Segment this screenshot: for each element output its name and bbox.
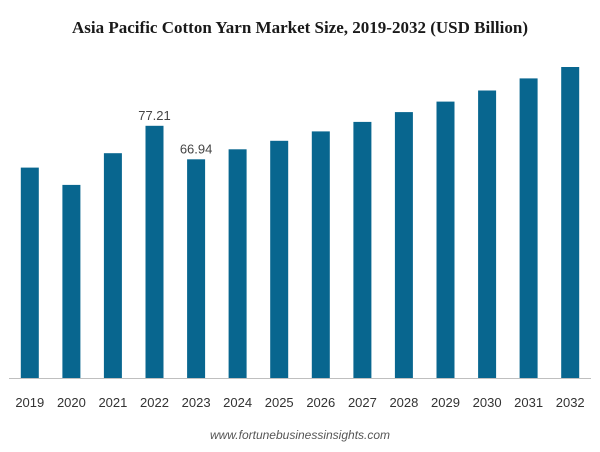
- bar-2023: [187, 159, 206, 378]
- x-tick-label: 2023: [182, 395, 211, 410]
- data-label-2022: 77.21: [138, 108, 171, 123]
- bar-2030: [478, 90, 497, 378]
- bar-2020: [62, 184, 81, 378]
- x-tick-label: 2029: [431, 395, 460, 410]
- bar-2032: [561, 67, 580, 378]
- bar-2027: [353, 121, 372, 379]
- x-tick-label: 2021: [98, 395, 127, 410]
- x-tick-label: 2025: [265, 395, 294, 410]
- x-tick-label: 2022: [140, 395, 169, 410]
- x-tick-label: 2024: [223, 395, 252, 410]
- chart-title: Asia Pacific Cotton Yarn Market Size, 20…: [72, 18, 528, 37]
- bar-2019: [20, 167, 39, 378]
- x-tick-label: 2020: [57, 395, 86, 410]
- bar-2029: [436, 101, 455, 378]
- source-credit: www.fortunebusinessinsights.com: [209, 428, 391, 442]
- bar-2028: [394, 112, 413, 378]
- x-tick-label: 2032: [556, 395, 585, 410]
- bar-2025: [270, 140, 289, 378]
- x-tick-label: 2026: [306, 395, 335, 410]
- bar-2021: [103, 153, 122, 378]
- x-tick-label: 2027: [348, 395, 377, 410]
- bar-2026: [311, 131, 330, 378]
- x-tick-label: 2031: [514, 395, 543, 410]
- x-tick-label: 2028: [389, 395, 418, 410]
- data-label-2023: 66.94: [180, 141, 213, 156]
- bar-2031: [519, 78, 538, 379]
- x-tick-label: 2030: [473, 395, 502, 410]
- bar-2022: [145, 125, 164, 378]
- bar-2024: [228, 149, 247, 378]
- x-tick-label: 2019: [15, 395, 44, 410]
